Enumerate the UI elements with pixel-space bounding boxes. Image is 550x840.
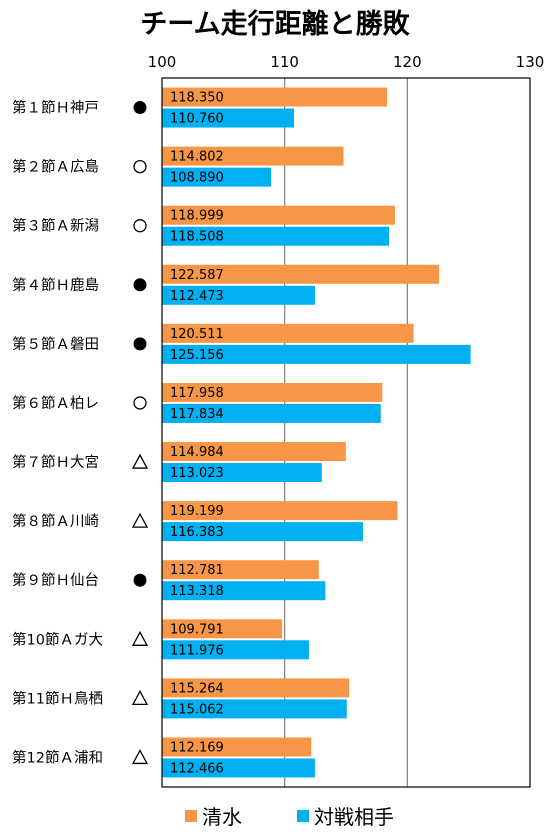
data-label: 118.999 (170, 209, 224, 224)
data-label: 116.383 (170, 525, 224, 540)
data-label: 115.264 (170, 681, 224, 696)
bar-shimizu (162, 87, 388, 107)
category-label: 第６節Ａ柏レ (12, 394, 99, 412)
data-label: 120.511 (170, 327, 224, 342)
bar-shimizu (162, 501, 398, 521)
bar-opponent (162, 167, 272, 187)
legend-swatch (185, 810, 197, 822)
bar-shimizu (162, 323, 414, 343)
bar-shimizu (162, 737, 312, 757)
bar-opponent (162, 758, 315, 778)
category-label: 第９節Ｈ仙台 (12, 571, 99, 589)
axis: 100 110 120 130 (148, 53, 545, 71)
result-draw-icon (131, 512, 149, 528)
x-tick-label: 120 (393, 53, 422, 71)
grid-lines (284, 78, 408, 787)
bar-opponent (162, 522, 363, 542)
result-loss-icon (133, 159, 147, 174)
chart-title: チーム走行距離と勝敗 (140, 8, 410, 40)
bar-shimizu (162, 442, 346, 462)
data-label: 115.062 (170, 702, 224, 717)
plot-area-frame (161, 77, 531, 788)
result-loss-icon (133, 219, 147, 233)
data-label: 109.791 (170, 622, 224, 637)
category-label: 第３節Ａ新潟 (12, 217, 99, 235)
category-label: 第４節Ｈ鹿島 (12, 276, 99, 294)
data-label: 122.587 (170, 268, 224, 283)
data-label: 117.958 (170, 386, 224, 401)
bar-opponent (162, 108, 294, 128)
data-label: 118.508 (170, 230, 224, 245)
result-draw-icon (131, 749, 149, 765)
data-label: 114.984 (170, 445, 224, 460)
bar-opponent (162, 403, 381, 423)
result-win-icon (133, 337, 147, 351)
bar-shimizu (162, 619, 283, 639)
bar-opponent (162, 285, 316, 305)
data-label: 112.466 (170, 761, 224, 776)
bar-opponent (162, 463, 322, 483)
data-label: 117.834 (170, 407, 224, 422)
bars (162, 87, 471, 778)
data-label: 114.802 (170, 150, 224, 165)
legend-label: 対戦相手 (314, 805, 394, 829)
bar-opponent (162, 640, 309, 660)
x-tick-label: 110 (270, 53, 299, 71)
data-label: 112.473 (170, 289, 224, 304)
result-draw-icon (131, 690, 149, 706)
result-win-icon (133, 573, 147, 587)
result-draw-icon (131, 453, 149, 469)
bar-shimizu (162, 560, 319, 580)
data-label: 119.199 (170, 504, 224, 519)
result-draw-icon (131, 630, 149, 646)
result-win-icon (133, 101, 147, 115)
data-label: 111.976 (170, 643, 224, 658)
legend-swatch (297, 810, 309, 822)
category-label: 第５節Ａ磐田 (12, 335, 99, 353)
result-win-icon (133, 278, 147, 292)
data-label: 113.318 (170, 584, 224, 599)
bar-opponent (162, 699, 347, 719)
data-label: 112.781 (170, 563, 224, 578)
bar-shimizu (162, 382, 383, 402)
legend: 清水 対戦相手 (185, 805, 394, 829)
x-tick-label: 130 (516, 53, 545, 71)
x-tick-label: 100 (148, 53, 177, 71)
result-loss-icon (133, 396, 147, 410)
category-label: 第１節Ｈ神戸 (12, 99, 99, 117)
legend-label: 清水 (202, 805, 242, 829)
bar-shimizu (162, 146, 344, 166)
category-label: 第８節Ａ川崎 (12, 512, 99, 530)
bar-opponent (162, 581, 326, 601)
data-label: 118.350 (170, 91, 224, 106)
data-labels: 118.350 110.760 114.802 108.890 118.999 118.5… (170, 91, 224, 777)
bar-shimizu (162, 264, 440, 284)
data-label: 125.156 (170, 348, 224, 363)
data-label: 112.169 (170, 740, 224, 755)
bar-opponent (162, 344, 471, 364)
bar-shimizu (162, 205, 396, 225)
data-label: 110.760 (170, 112, 224, 127)
category-label: 第７節Ｈ大宮 (12, 453, 99, 471)
category-labels: 第１節Ｈ神戸第２節Ａ広島第３節Ａ新潟第４節Ｈ鹿島第５節Ａ磐田第６節Ａ柏レ第７節Ｈ… (12, 99, 149, 766)
data-label: 113.023 (170, 466, 224, 481)
category-label: 第12節Ａ浦和 (12, 748, 103, 766)
category-label: 第11節Ｈ鳥栖 (12, 689, 103, 707)
bar-opponent (162, 226, 390, 246)
category-label: 第２節Ａ広島 (12, 158, 99, 176)
data-label: 108.890 (170, 171, 224, 186)
category-label: 第10節Ａガ大 (12, 630, 103, 648)
bar-shimizu (162, 678, 350, 698)
